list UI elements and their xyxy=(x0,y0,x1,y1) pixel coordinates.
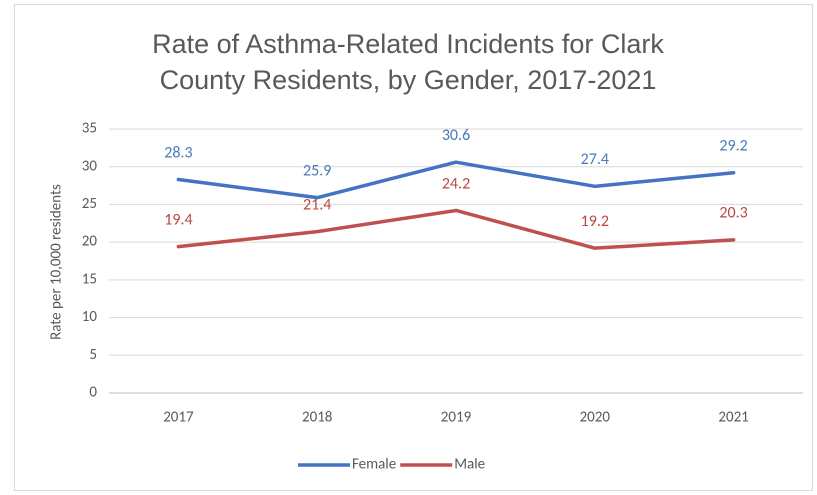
data-label: 29.2 xyxy=(719,137,747,156)
x-tick-label: 2018 xyxy=(302,409,332,427)
data-label: 19.2 xyxy=(581,212,609,231)
data-label: 24.2 xyxy=(442,174,470,193)
chart-border xyxy=(14,4,813,491)
data-label: 30.6 xyxy=(442,126,470,145)
x-tick-label: 2020 xyxy=(580,409,611,427)
data-label: 20.3 xyxy=(719,204,747,223)
x-tick-label: 2019 xyxy=(441,409,472,427)
y-tick-label: 10 xyxy=(82,308,98,326)
y-tick-label: 15 xyxy=(82,270,97,288)
series-line xyxy=(176,208,736,250)
data-label: 21.4 xyxy=(303,195,331,214)
y-tick-label: 35 xyxy=(82,120,97,138)
y-axis-label: Rate per 10,000 residents xyxy=(48,184,66,340)
y-tick-label: 30 xyxy=(82,157,98,175)
y-tick-label: 0 xyxy=(89,384,97,402)
series-line xyxy=(176,160,736,200)
data-label: 19.4 xyxy=(164,210,192,229)
legend-label: Female xyxy=(352,456,396,474)
legend-label: Male xyxy=(454,456,485,474)
y-tick-label: 20 xyxy=(82,233,98,251)
chart-title: Rate of Asthma-Related Incidents for Cla… xyxy=(152,29,664,95)
data-label: 28.3 xyxy=(164,143,192,162)
data-label: 25.9 xyxy=(303,161,331,180)
x-tick-label: 2017 xyxy=(163,409,194,427)
y-tick-label: 25 xyxy=(82,195,97,213)
x-tick-label: 2021 xyxy=(718,409,748,427)
data-label: 27.4 xyxy=(581,150,609,169)
y-tick-label: 5 xyxy=(89,346,97,364)
